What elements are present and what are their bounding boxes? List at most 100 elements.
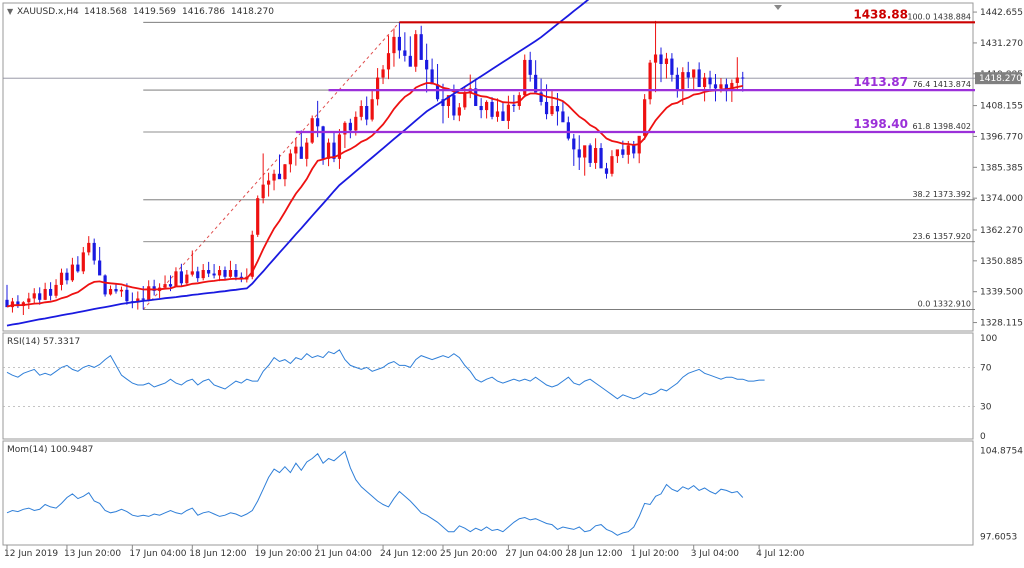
candle-body xyxy=(354,116,358,131)
rsi-tick-label: 70 xyxy=(980,363,992,373)
candle-body xyxy=(599,148,603,169)
fibonacci-level-label: 0.0 1332.910 xyxy=(918,300,971,309)
candle-body xyxy=(675,74,679,90)
time-tick-label: 12 Jun 2019 xyxy=(4,549,58,559)
candle-body xyxy=(5,299,9,308)
candle-body xyxy=(446,95,451,107)
candle-body xyxy=(403,50,407,56)
candle-body xyxy=(228,270,233,277)
candle-body xyxy=(196,271,200,279)
candle-body xyxy=(359,106,363,117)
candle-body xyxy=(310,118,314,143)
candle-body xyxy=(626,145,630,155)
candle-body xyxy=(321,126,325,159)
candle-body xyxy=(305,142,309,159)
candle-body xyxy=(87,242,91,253)
candle-body xyxy=(735,77,739,83)
candle-body xyxy=(98,260,102,276)
candle-body xyxy=(479,106,483,111)
candle-body xyxy=(604,168,609,174)
candle-body xyxy=(70,264,74,281)
rsi-panel xyxy=(2,332,974,440)
candle-body xyxy=(414,34,418,67)
current-price-label: 1418.270 xyxy=(979,74,1022,84)
time-tick-label: 3 Jul 04:00 xyxy=(691,549,740,559)
candle-body xyxy=(365,106,369,120)
candle-body xyxy=(326,142,331,159)
candle-body xyxy=(474,88,478,107)
price-tick-label: 1442.655 xyxy=(980,8,1023,18)
candle-body xyxy=(59,272,64,285)
candle-body xyxy=(588,145,592,163)
header-low: 1416.786 xyxy=(182,7,225,17)
candle-body xyxy=(528,59,532,75)
candle-body xyxy=(441,99,445,107)
candle-body xyxy=(643,99,647,136)
candle-body xyxy=(452,95,456,116)
candle-body xyxy=(16,301,20,307)
candle-body xyxy=(425,59,429,70)
rsi-tick-label: 100 xyxy=(980,334,997,344)
candle-body xyxy=(539,92,543,102)
price-tick-label: 1328.115 xyxy=(980,319,1023,329)
fibonacci-level-label: 100.0 1438.884 xyxy=(907,12,971,21)
candle-body xyxy=(485,101,489,111)
candle-body xyxy=(147,286,151,300)
candle-body xyxy=(316,118,320,127)
candle-body xyxy=(49,288,53,296)
candle-body xyxy=(544,101,549,115)
candle-body xyxy=(555,106,560,112)
candle-body xyxy=(32,293,36,299)
candle-body xyxy=(632,145,636,154)
candle-body xyxy=(457,107,461,116)
momentum-tick-label: 104.8754 xyxy=(980,446,1023,456)
momentum-line xyxy=(6,450,744,536)
candle-body xyxy=(708,77,712,85)
rsi-tick-label: 0 xyxy=(980,432,986,442)
horizontal-level-label: 1398.40 xyxy=(853,117,908,131)
candle-body xyxy=(299,146,303,159)
candle-body xyxy=(103,275,107,295)
candle-body xyxy=(621,149,625,155)
candle-body xyxy=(534,74,538,93)
candle-body xyxy=(713,84,718,89)
rsi-label: RSI(14) 57.3317 xyxy=(7,337,80,347)
candle-body xyxy=(92,242,96,261)
candle-body xyxy=(43,288,47,300)
fibonacci-trendline xyxy=(142,21,400,310)
candle-body xyxy=(201,270,205,279)
price-tick-label: 1431.270 xyxy=(980,39,1023,49)
candle-body xyxy=(703,77,707,88)
time-tick-label: 25 Jun 20:00 xyxy=(440,549,497,559)
candle-body xyxy=(523,59,527,96)
horizontal-level-label: 1438.88 xyxy=(853,7,908,21)
candle-body xyxy=(76,264,80,272)
fibonacci-level-label: 61.8 1398.402 xyxy=(912,122,971,131)
candle-body xyxy=(697,69,701,88)
candle-body xyxy=(506,104,510,121)
candle-body xyxy=(267,180,271,185)
candle-body xyxy=(550,106,554,115)
candle-body xyxy=(594,148,598,163)
candle-body xyxy=(692,69,696,78)
candle-body xyxy=(108,288,113,295)
candle-body xyxy=(664,58,669,64)
time-tick-label: 28 Jun 12:00 xyxy=(565,549,622,559)
candle-body xyxy=(163,284,167,288)
momentum-label: Mom(14) 100.9487 xyxy=(7,445,93,455)
candle-body xyxy=(435,84,440,100)
moving-average-line xyxy=(6,0,590,327)
candle-body xyxy=(207,270,211,274)
candle-body xyxy=(38,293,42,300)
time-tick-label: 27 Jun 04:00 xyxy=(505,549,562,559)
chart-shift-marker[interactable] xyxy=(774,5,782,10)
candle-body xyxy=(463,92,467,108)
candle-body xyxy=(686,72,690,78)
candle-body xyxy=(272,173,276,181)
candle-body xyxy=(512,104,516,107)
header-symbol: XAUUSD.x,H4 xyxy=(17,7,79,17)
candle-body xyxy=(332,142,336,159)
candle-body xyxy=(561,111,565,123)
time-tick-label: 1 Jul 20:00 xyxy=(631,549,680,559)
candle-body xyxy=(10,301,15,308)
